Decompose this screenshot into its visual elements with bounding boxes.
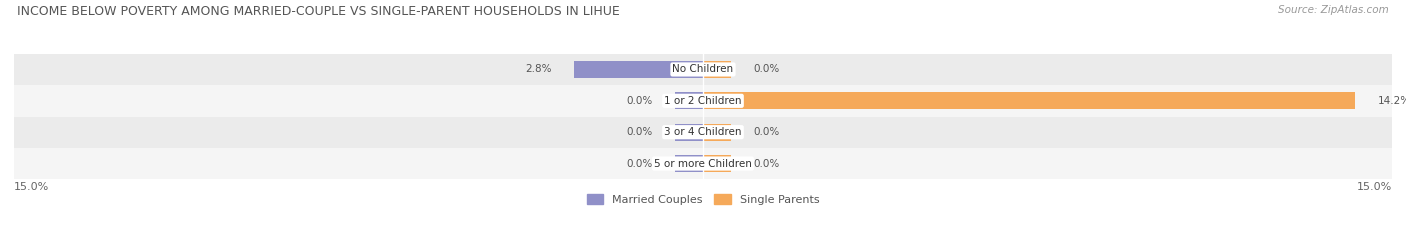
Text: 1 or 2 Children: 1 or 2 Children [664,96,742,106]
Text: 3 or 4 Children: 3 or 4 Children [664,127,742,137]
Text: 0.0%: 0.0% [754,65,780,75]
Text: Source: ZipAtlas.com: Source: ZipAtlas.com [1278,5,1389,15]
Bar [675,123,703,141]
Bar [703,61,731,78]
Text: 0.0%: 0.0% [626,96,652,106]
Bar [703,155,731,172]
Bar [703,92,1355,110]
Text: INCOME BELOW POVERTY AMONG MARRIED-COUPLE VS SINGLE-PARENT HOUSEHOLDS IN LIHUE: INCOME BELOW POVERTY AMONG MARRIED-COUPL… [17,5,620,18]
Text: 14.2%: 14.2% [1378,96,1406,106]
Text: 0.0%: 0.0% [626,158,652,168]
Bar [675,92,703,110]
Bar [14,54,1392,85]
Bar [14,148,1392,179]
Text: 0.0%: 0.0% [754,127,780,137]
Bar [14,116,1392,148]
Text: 0.0%: 0.0% [626,127,652,137]
Text: No Children: No Children [672,65,734,75]
Legend: Married Couples, Single Parents: Married Couples, Single Parents [586,195,820,205]
Text: 0.0%: 0.0% [754,158,780,168]
Text: 2.8%: 2.8% [524,65,551,75]
Bar [703,123,731,141]
Text: 15.0%: 15.0% [14,182,49,192]
Bar [675,155,703,172]
Text: 5 or more Children: 5 or more Children [654,158,752,168]
Bar [575,61,703,78]
Bar [14,85,1392,116]
Text: 15.0%: 15.0% [1357,182,1392,192]
